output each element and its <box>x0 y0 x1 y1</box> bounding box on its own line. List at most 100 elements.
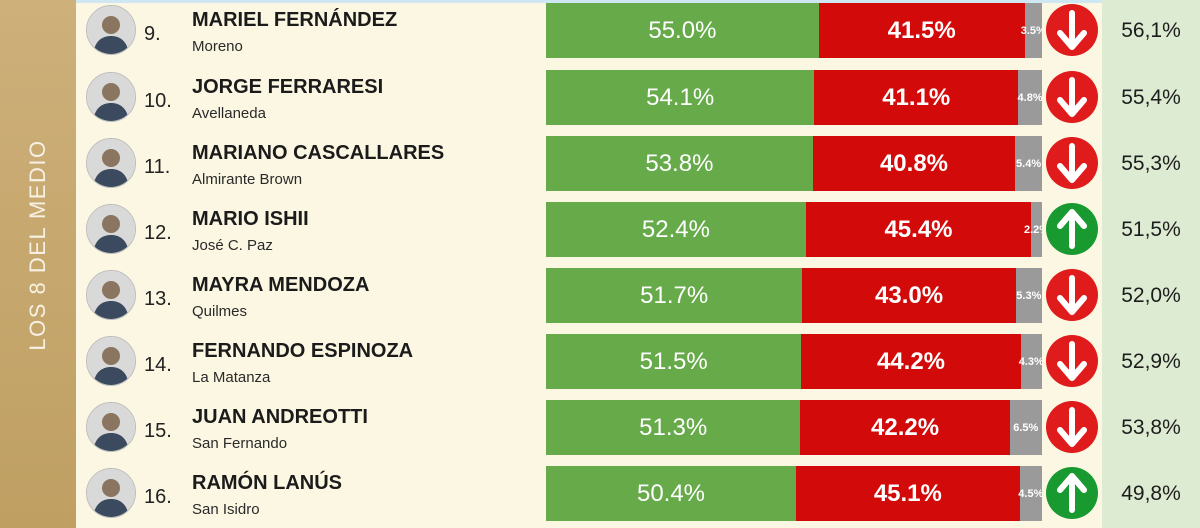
stacked-bar: 55.0% 41.5% 3.5% <box>546 3 1042 58</box>
stacked-bar: 51.3% 42.2% 6.5% <box>546 400 1042 455</box>
municipality-name: José C. Paz <box>192 237 273 254</box>
group-band: LOS 8 DEL MEDIO <box>0 0 76 528</box>
bar-grey-label: 5.3% <box>1016 289 1042 302</box>
bar-grey-label: 2.2% <box>1023 223 1042 236</box>
bar-green-label: 53.8% <box>645 149 714 177</box>
bar-green-label: 51.5% <box>639 347 708 375</box>
table-row: 16. RAMÓN LANÚS San Isidro 50.4% 45.1% 4.5% 49… <box>0 466 1200 526</box>
table-row: 10. JORGE FERRARESI Avellaneda 54.1% 41.1% 4.… <box>0 70 1200 130</box>
bar-grey-segment: 4.5% <box>1018 466 1042 521</box>
stacked-bar: 50.4% 45.1% 4.5% <box>546 466 1042 521</box>
arrow-down-icon <box>1046 401 1098 453</box>
bar-grey-segment: 4.8% <box>1018 70 1042 125</box>
arrow-down-icon <box>1046 137 1098 189</box>
arrow-down-icon <box>1046 269 1098 321</box>
municipality-name: La Matanza <box>192 369 271 386</box>
bar-red-segment: 45.1% <box>796 466 1020 521</box>
previous-percentage: 52,0% <box>1121 284 1181 307</box>
bar-green-segment: 52.4% <box>546 202 806 257</box>
stacked-bar: 51.5% 44.2% 4.3% <box>546 334 1042 389</box>
bar-grey-segment: 3.5% <box>1021 3 1042 58</box>
bar-green-label: 51.3% <box>639 413 708 441</box>
municipality-name: San Fernando <box>192 435 288 452</box>
bar-green-label: 54.1% <box>646 83 715 111</box>
candidate-name: MARIO ISHII <box>192 208 309 230</box>
previous-percentage: 52,9% <box>1121 350 1181 373</box>
bar-grey-label: 4.8% <box>1017 91 1042 104</box>
bar-red-segment: 43.0% <box>802 268 1016 323</box>
previous-percentage: 55,4% <box>1121 86 1181 109</box>
candidate-name: FERNANDO ESPINOZA <box>192 340 414 362</box>
rank-number: 9. <box>144 23 161 45</box>
bar-red-segment: 42.2% <box>800 400 1010 455</box>
table-row: 13. MAYRA MENDOZA Quilmes 51.7% 43.0% 5.3% 52,… <box>0 268 1200 328</box>
candidate-name: JUAN ANDREOTTI <box>192 406 368 428</box>
bar-green-label: 52.4% <box>641 215 710 243</box>
rank-number: 10. <box>144 90 172 112</box>
bar-grey-label: 6.5% <box>1013 421 1039 434</box>
bar-red-label: 40.8% <box>879 149 949 177</box>
bar-green-segment: 53.8% <box>546 136 813 191</box>
rank-number: 11. <box>144 156 171 178</box>
bar-green-label: 55.0% <box>648 16 717 44</box>
candidate-name: RAMÓN LANÚS <box>192 472 342 494</box>
candidate-name: MAYRA MENDOZA <box>192 274 370 296</box>
rank-number: 16. <box>144 486 172 508</box>
avatar <box>86 72 136 122</box>
bar-red-label: 43.0% <box>875 281 944 309</box>
bar-grey-segment: 5.4% <box>1015 136 1042 191</box>
stacked-bar: 54.1% 41.1% 4.8% <box>546 70 1042 125</box>
avatar <box>86 468 136 518</box>
municipality-name: San Isidro <box>192 501 260 518</box>
previous-result-column <box>1102 0 1200 528</box>
table-row: 14. FERNANDO ESPINOZA La Matanza 51.5% 44.2%… <box>0 334 1200 394</box>
bar-red-label: 45.1% <box>873 479 942 507</box>
bar-red-label: 45.4% <box>884 215 953 243</box>
table-row: 11. MARIANO CASCALLARES Almirante Brown 53.… <box>0 136 1200 196</box>
candidate-name: MARIEL FERNÁNDEZ <box>192 9 398 31</box>
municipality-name: Moreno <box>192 38 243 55</box>
municipality-name: Avellaneda <box>192 105 266 122</box>
municipality-name: Quilmes <box>192 303 248 320</box>
avatar <box>86 402 136 452</box>
bar-red-label: 41.5% <box>887 16 956 44</box>
avatar <box>86 5 136 55</box>
bar-green-segment: 55.0% <box>546 3 819 58</box>
bar-red-label: 44.2% <box>876 347 946 375</box>
bar-red-segment: 40.8% <box>812 136 1016 191</box>
bar-green-segment: 50.4% <box>546 466 796 521</box>
previous-percentage: 56,1% <box>1121 19 1181 42</box>
bar-grey-segment: 6.5% <box>1009 400 1042 455</box>
bar-grey-segment: 5.3% <box>1015 268 1042 323</box>
bar-red-label: 42.2% <box>871 413 940 441</box>
arrow-up-icon <box>1046 203 1098 255</box>
avatar <box>86 138 136 188</box>
stacked-bar: 53.8% 40.8% 5.4% <box>546 136 1042 191</box>
bar-red-label: 41.1% <box>882 83 951 111</box>
bar-grey-segment: 4.3% <box>1019 334 1042 389</box>
stacked-bar: 52.4% 45.4% 2.2% <box>546 202 1042 257</box>
top-border <box>0 0 1200 3</box>
bar-green-segment: 51.3% <box>546 400 801 455</box>
bar-grey-label: 3.5% <box>1020 24 1042 37</box>
candidate-name: JORGE FERRARESI <box>192 76 384 98</box>
avatar <box>86 204 136 254</box>
arrow-down-icon <box>1046 4 1098 56</box>
bar-green-label: 50.4% <box>636 479 706 507</box>
previous-percentage: 55,3% <box>1121 152 1181 175</box>
arrow-down-icon <box>1046 71 1098 123</box>
bar-green-segment: 51.5% <box>546 334 802 389</box>
bar-red-segment: 41.5% <box>818 3 1025 58</box>
avatar <box>86 336 136 386</box>
bar-green-segment: 51.7% <box>546 268 803 323</box>
rank-number: 15. <box>144 420 172 442</box>
bar-red-segment: 44.2% <box>801 334 1021 389</box>
bar-red-segment: 45.4% <box>805 202 1032 257</box>
bar-green-segment: 54.1% <box>546 70 815 125</box>
previous-percentage: 51,5% <box>1121 218 1181 241</box>
bar-grey-segment: 2.2% <box>1024 202 1042 257</box>
bar-red-segment: 41.1% <box>814 70 1019 125</box>
rank-number: 14. <box>144 354 172 376</box>
stacked-bar: 51.7% 43.0% 5.3% <box>546 268 1042 323</box>
